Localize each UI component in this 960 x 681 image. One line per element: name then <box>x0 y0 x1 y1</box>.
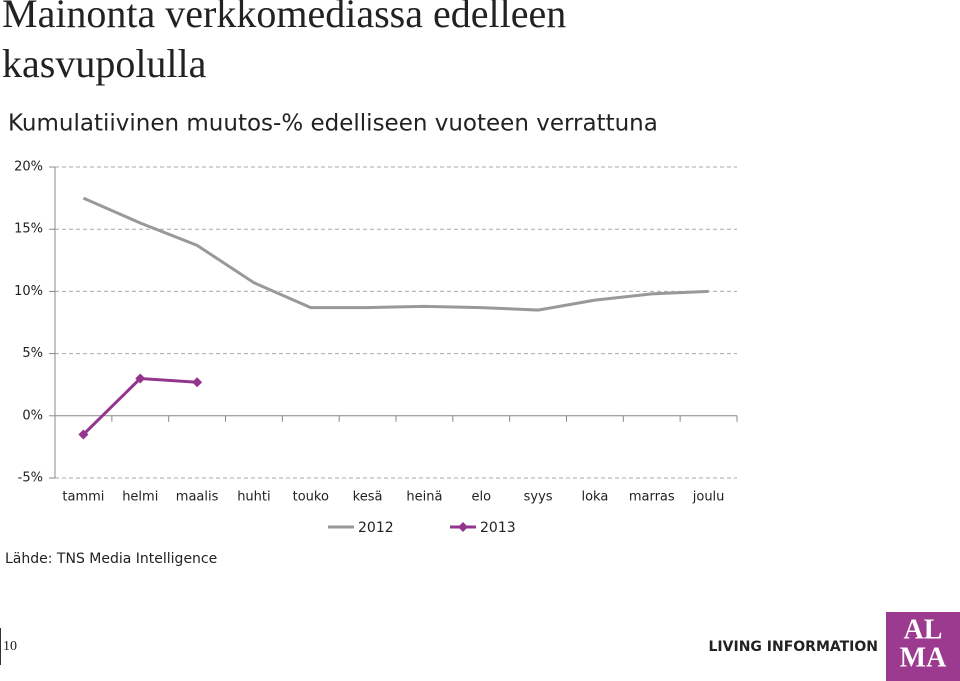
y-tick-label: 0% <box>22 408 43 423</box>
marker <box>135 373 146 384</box>
x-tick-label: tammi <box>62 490 104 505</box>
x-tick-label: heinä <box>406 490 442 505</box>
chart-subtitle: Kumulatiivinen muutos-% edelliseen vuote… <box>8 111 658 137</box>
page-number: 10 <box>3 639 17 654</box>
legend-marker <box>458 522 468 532</box>
x-tick-label: touko <box>293 490 329 505</box>
legend-label: 2013 <box>480 520 516 536</box>
marker <box>192 377 203 388</box>
x-tick-label: elo <box>471 490 491 505</box>
marker <box>78 429 89 440</box>
x-tick-label: maalis <box>176 490 219 505</box>
y-tick-label: 5% <box>22 346 43 361</box>
x-tick-label: joulu <box>692 490 725 505</box>
logo-box <box>886 612 960 681</box>
logo-text: AL <box>904 614 943 645</box>
x-tick-label: huhti <box>237 490 270 505</box>
y-tick-label: -5% <box>18 471 43 486</box>
y-tick-label: 10% <box>14 284 43 299</box>
logo-text: MA <box>900 642 947 673</box>
x-tick-label: syys <box>524 490 553 505</box>
chart-title: Mainonta verkkomediassa edelleen kasvupol… <box>2 0 566 86</box>
x-tick-label: marras <box>629 490 675 505</box>
tagline: LIVING INFORMATION <box>709 639 878 655</box>
y-tick-label: 20% <box>14 160 43 175</box>
series-line <box>82 376 198 436</box>
x-tick-label: kesä <box>353 490 383 505</box>
y-tick-label: 15% <box>14 222 43 237</box>
x-tick-label: helmi <box>122 490 158 505</box>
x-tick-label: loka <box>581 490 608 505</box>
series-line <box>82 196 709 312</box>
legend-label: 2012 <box>358 520 394 536</box>
source: Lähde: TNS Media Intelligence <box>5 551 217 567</box>
